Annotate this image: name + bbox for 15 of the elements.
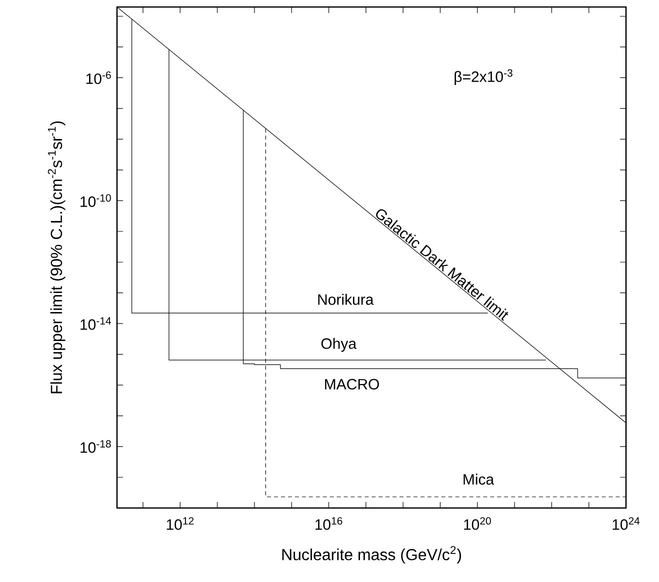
y-tick-label: 10$^{-14}$ <box>80 317 112 330</box>
annotation: β=2x10$^{-3}$ <box>454 69 512 85</box>
x-tick-label: 10$^{20}$ <box>464 517 491 530</box>
series-label: Ohya <box>321 338 357 352</box>
x-tick-label: 10$^{12}$ <box>166 517 194 530</box>
y-tick-label: 10$^{-18}$ <box>80 440 111 453</box>
series-label: Norikura <box>318 294 374 305</box>
series-label: MACRO <box>325 378 379 390</box>
x-tick-label: 10$^{24}$ <box>612 517 640 530</box>
x-tick-label: 10$^{16}$ <box>315 517 342 530</box>
series-label: Mica <box>464 474 494 485</box>
y-tick-label: 10$^{-6}$ <box>86 71 111 84</box>
y-tick-label: 10$^{-10}$ <box>80 194 111 207</box>
y-axis-title: Flux upper limit (90% C.L.)(cm$^{-2}$s$^{-1}$sr$^{-1}$) <box>48 121 66 394</box>
x-axis-title: Nuclearite mass (GeV/c$^{2}$) <box>282 546 462 564</box>
